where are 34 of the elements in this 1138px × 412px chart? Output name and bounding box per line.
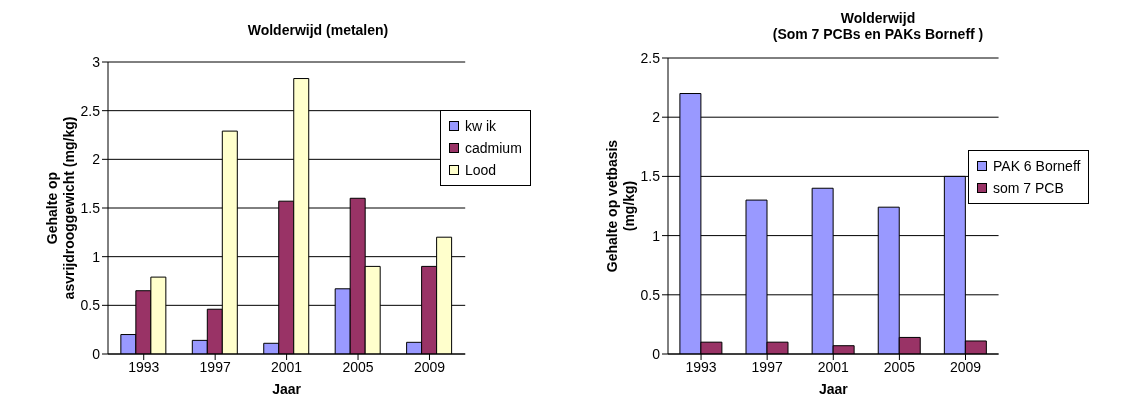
y-tick-label: 2 (92, 151, 101, 168)
x-tick-label: 2005 (342, 358, 374, 375)
x-tick-label: 1993 (128, 358, 160, 375)
x-axis-title: Jaar (818, 381, 849, 397)
y-tick-label: 2 (652, 109, 661, 126)
y-tick-label: 0.5 (80, 297, 101, 314)
x-tick-label: 2001 (271, 358, 303, 375)
legend-label: cadmium (465, 139, 522, 158)
x-tick-label: 2009 (949, 358, 982, 375)
y-tick-label: 3 (92, 53, 101, 70)
x-tick-label: 2009 (413, 358, 446, 375)
x-tick-label: 1997 (199, 358, 231, 375)
legend-label: Lood (465, 161, 497, 180)
y-tick-label: 1 (652, 227, 661, 244)
y-tick-label: 0 (92, 345, 101, 362)
y-tick-label: 1 (92, 248, 101, 265)
legend-label: PAK 6 Borneff (993, 157, 1081, 176)
x-tick-label: 1997 (751, 358, 783, 375)
chart-title: Wolderwijd (metalen) (246, 22, 390, 38)
chart-title: Wolderwijd (Som 7 PCBs en PAKs Borneff ) (771, 10, 985, 42)
y-axis-title: Gehalte op asvrijdrooggewicht (mg/kg) (43, 116, 77, 300)
y-tick-label: 1.5 (80, 199, 101, 216)
legend-label: kw ik (465, 117, 497, 136)
y-tick-label: 2.5 (640, 49, 661, 66)
y-axis-title: Gehalte op vetbasis (mg/kg) (603, 139, 637, 273)
legend-label: som 7 PCB (993, 179, 1064, 198)
x-tick-label: 1993 (685, 358, 717, 375)
x-tick-label: 2005 (883, 358, 916, 375)
y-tick-label: 0.5 (640, 286, 661, 303)
x-tick-label: 2001 (817, 358, 850, 375)
x-axis-title: Jaar (272, 381, 302, 397)
y-tick-label: 1.5 (640, 168, 661, 185)
y-tick-label: 0 (652, 345, 661, 362)
y-tick-label: 2.5 (80, 102, 101, 119)
